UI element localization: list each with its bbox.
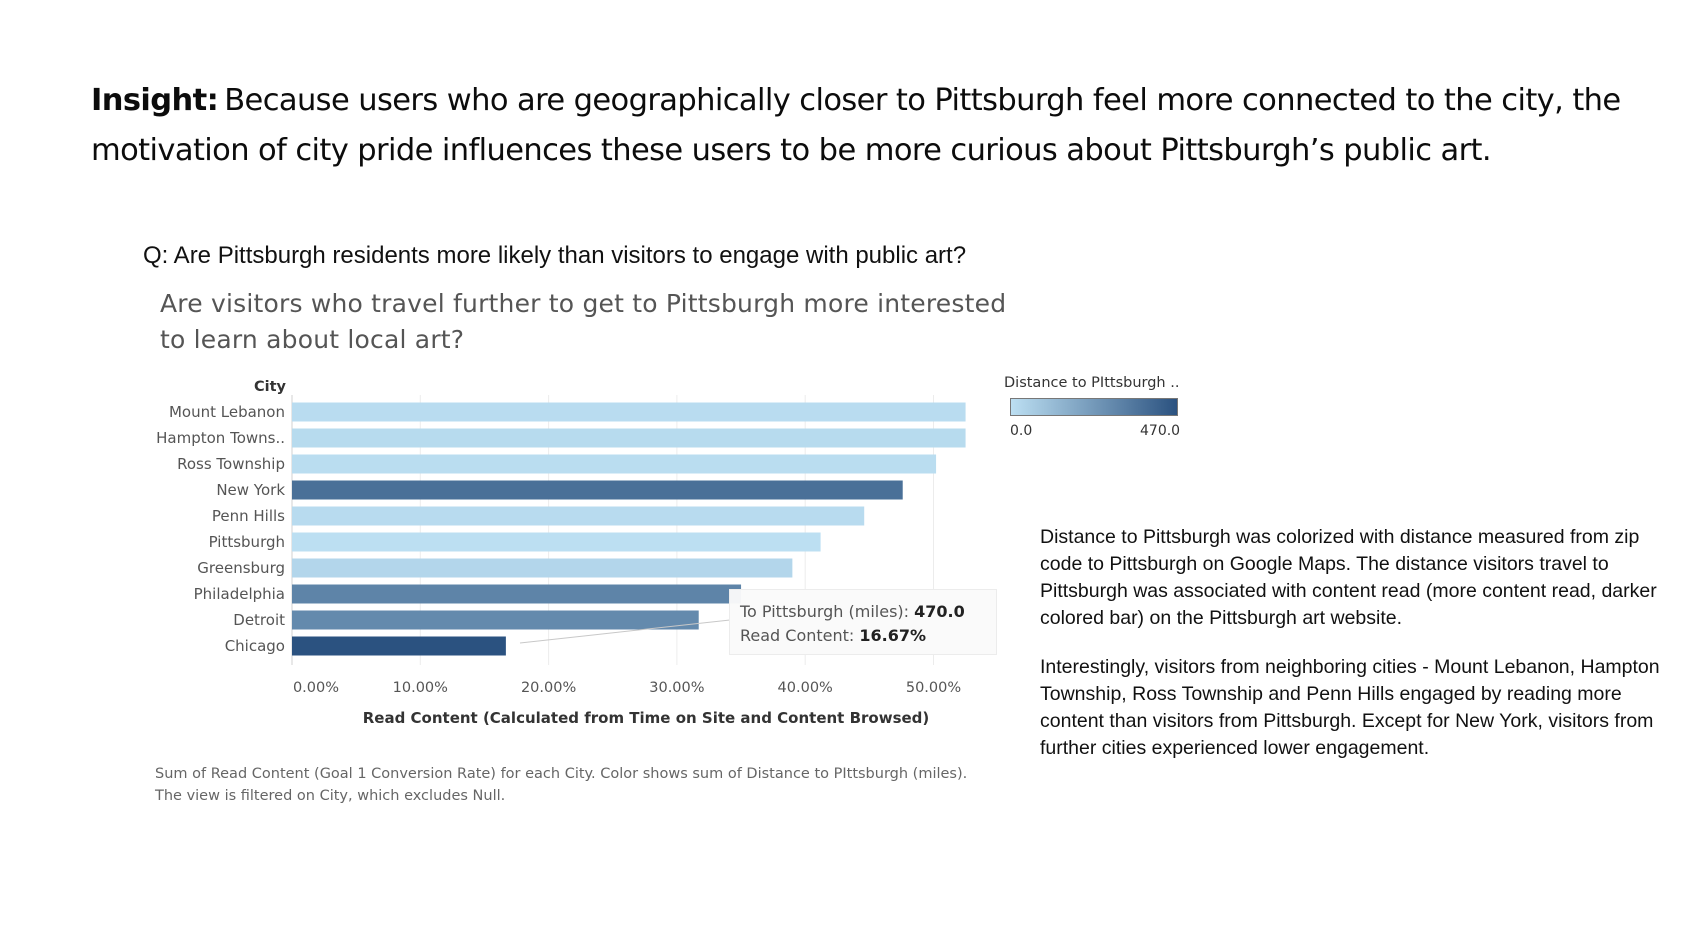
note-paragraph-1: Distance to Pittsburgh was colorized wit… — [1040, 526, 1657, 629]
insight-text: Insight: Because users who are geographic… — [91, 76, 1631, 176]
bar — [292, 454, 937, 474]
tooltip-value-distance: 470.0 — [914, 602, 965, 621]
x-tick-label: 40.00% — [778, 680, 833, 696]
category-label: Hampton Towns.. — [156, 429, 285, 447]
tooltip-label-distance: To Pittsburgh (miles): — [740, 602, 910, 621]
tooltip-pointer — [519, 619, 731, 644]
bar — [292, 480, 903, 500]
category-label: Penn Hills — [212, 507, 285, 525]
category-label: Ross Township — [177, 455, 285, 473]
bar — [292, 558, 793, 578]
footnote-line-1: Sum of Read Content (Goal 1 Conversion R… — [155, 766, 968, 782]
bar — [292, 636, 506, 656]
x-tick-label: 0.00% — [293, 680, 339, 696]
category-label: Mount Lebanon — [169, 403, 285, 421]
x-tick-label: 20.00% — [521, 680, 576, 696]
bar — [292, 506, 865, 526]
bar — [292, 610, 699, 630]
bar — [292, 428, 966, 448]
bar — [292, 532, 821, 552]
category-label: New York — [216, 481, 285, 499]
note-paragraph-2: Interestingly, visitors from neighboring… — [1040, 656, 1660, 759]
legend-max-label: 470.0 — [1140, 423, 1181, 439]
bar — [292, 584, 742, 604]
category-label: Pittsburgh — [209, 533, 285, 551]
category-label: Detroit — [233, 611, 285, 629]
tooltip-label-read-content: Read Content: — [740, 626, 855, 645]
x-tick-label: 10.00% — [393, 680, 448, 696]
x-tick-label: 50.00% — [906, 680, 961, 696]
x-tick-label: 30.00% — [649, 680, 704, 696]
legend-title: Distance to PIttsburgh .. — [1004, 375, 1180, 391]
tooltip: To Pittsburgh (miles): 470.0 Read Conten… — [729, 589, 997, 655]
chart-footnote: Sum of Read Content (Goal 1 Conversion R… — [155, 763, 995, 807]
bar — [292, 402, 966, 422]
question-heading: Q: Are Pittsburgh residents more likely … — [143, 242, 967, 269]
legend-min-label: 0.0 — [1010, 423, 1033, 439]
category-label: Philadelphia — [194, 585, 285, 603]
footnote-line-2: The view is filtered on City, which excl… — [155, 788, 506, 804]
x-axis-title: Read Content (Calculated from Time on Si… — [363, 709, 930, 727]
insight-body: Because users who are geographically clo… — [91, 83, 1621, 168]
tooltip-value-read-content: 16.67% — [859, 626, 927, 645]
tooltip-row-read-content: Read Content: 16.67% — [740, 624, 996, 648]
tooltip-row-distance: To Pittsburgh (miles): 470.0 — [740, 600, 996, 624]
y-axis-title: City — [254, 379, 287, 395]
category-label: Chicago — [225, 637, 285, 655]
chart-title: Are visitors who travel further to get t… — [160, 289, 1007, 354]
legend-color-ramp — [1010, 398, 1178, 416]
insight-label: Insight: — [91, 83, 219, 118]
category-label: Greensburg — [197, 559, 285, 577]
